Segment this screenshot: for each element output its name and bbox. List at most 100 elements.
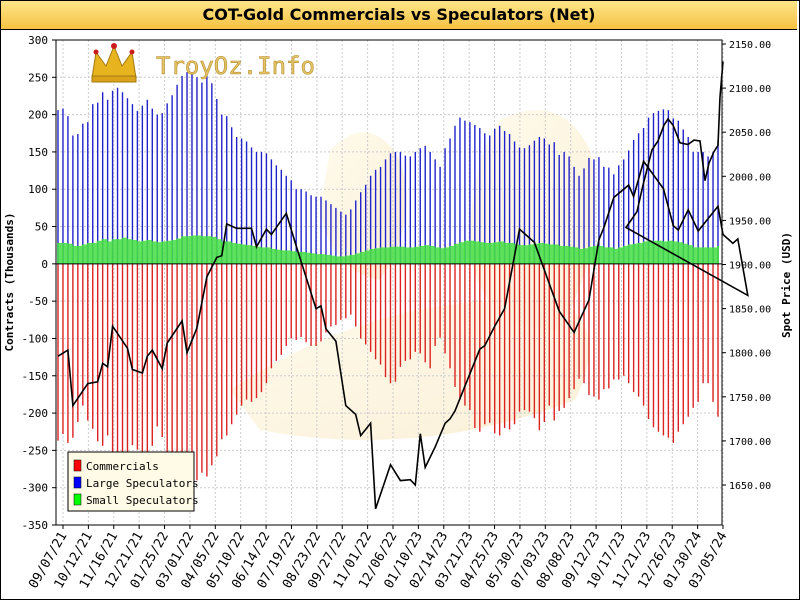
bar-small-speculators xyxy=(543,243,550,264)
y-tick-label-right: 2100.00 xyxy=(729,84,771,95)
bar-small-speculators xyxy=(558,245,565,264)
bar-small-speculators xyxy=(493,242,500,264)
y-tick-label-left: -250 xyxy=(22,444,49,457)
bar-small-speculators xyxy=(171,239,178,264)
bar-small-speculators xyxy=(116,239,123,264)
bar-small-speculators xyxy=(419,245,426,264)
title-bar: COT-Gold Commercials vs Speculators (Net… xyxy=(1,1,797,30)
bar-small-speculators xyxy=(682,243,689,264)
bar-small-speculators xyxy=(111,239,118,264)
bar-small-speculators xyxy=(389,246,396,264)
y-tick-label-right: 1650.00 xyxy=(729,481,771,492)
bar-small-speculators xyxy=(672,241,679,264)
y-tick-label-right: 2000.00 xyxy=(729,172,771,183)
bar-small-speculators xyxy=(96,240,103,264)
bar-small-speculators xyxy=(647,240,654,264)
legend-label: Large Speculators xyxy=(86,477,199,490)
bar-small-speculators xyxy=(76,245,83,264)
bar-small-speculators xyxy=(409,247,416,264)
bar-small-speculators xyxy=(349,254,356,264)
bar-small-speculators xyxy=(384,247,391,264)
chart-title: COT-Gold Commercials vs Speculators (Net… xyxy=(202,5,596,24)
bar-small-speculators xyxy=(642,241,649,264)
y-tick-label-right: 2150.00 xyxy=(729,40,771,51)
bar-small-speculators xyxy=(652,240,659,264)
legend-swatch xyxy=(73,459,82,472)
y-tick-label-right: 1750.00 xyxy=(729,393,771,404)
bar-small-speculators xyxy=(612,248,619,264)
bar-small-speculators xyxy=(186,236,192,264)
bar-small-speculators xyxy=(453,243,460,264)
bar-small-speculators xyxy=(86,242,93,264)
y-tick-label-left: 150 xyxy=(28,146,48,159)
bar-small-speculators xyxy=(677,242,684,264)
bar-small-speculators xyxy=(295,251,302,264)
bar-small-speculators xyxy=(280,250,287,264)
y-tick-label-left: 200 xyxy=(28,109,48,122)
bar-small-speculators xyxy=(404,247,411,264)
y-tick-label-right: 1850.00 xyxy=(729,305,771,316)
y-tick-label-left: 0 xyxy=(41,258,48,271)
y-tick-label-right: 1900.00 xyxy=(729,261,771,272)
bar-small-speculators xyxy=(324,254,331,264)
bar-small-speculators xyxy=(662,241,669,264)
bar-small-speculators xyxy=(488,242,495,264)
y-tick-label-left: 50 xyxy=(35,221,48,234)
bar-small-speculators xyxy=(533,243,540,264)
y-tick-label-left: -300 xyxy=(22,482,49,495)
bar-small-speculators xyxy=(587,246,594,264)
bar-small-speculators xyxy=(473,241,480,264)
bar-small-speculators xyxy=(215,239,222,264)
bar-small-speculators xyxy=(717,245,719,264)
legend-label: Small Speculators xyxy=(86,494,199,507)
bar-small-speculators xyxy=(126,239,133,264)
bar-small-speculators xyxy=(712,247,718,264)
price-line-layer xyxy=(57,61,749,510)
bar-small-speculators xyxy=(687,245,694,264)
bar-small-speculators xyxy=(434,247,441,264)
bar-small-speculators xyxy=(235,243,242,264)
bar-small-speculators xyxy=(444,247,451,264)
bar-small-speculators xyxy=(458,242,465,264)
bar-small-speculators xyxy=(364,250,371,264)
bar-small-speculators xyxy=(290,251,297,264)
bars-layer xyxy=(57,72,719,484)
bar-small-speculators xyxy=(538,242,545,264)
bar-small-speculators xyxy=(553,244,560,264)
bar-small-speculators xyxy=(637,242,644,264)
bar-small-speculators xyxy=(622,245,629,264)
legend-swatch xyxy=(73,476,82,489)
bar-small-speculators xyxy=(81,244,88,264)
bar-small-speculators xyxy=(374,248,381,264)
bar-small-speculators xyxy=(508,242,515,264)
bar-small-speculators xyxy=(329,255,336,264)
troyoz-logo: TroyOz.Info xyxy=(91,43,315,83)
bar-small-speculators xyxy=(181,236,188,264)
bar-small-speculators xyxy=(503,242,510,264)
bar-small-speculators xyxy=(161,241,168,264)
plot-frame xyxy=(55,39,723,526)
bar-small-speculators xyxy=(399,246,406,264)
bar-small-speculators xyxy=(334,256,341,264)
bar-small-speculators xyxy=(225,241,232,264)
bar-small-speculators xyxy=(136,241,143,264)
y-tick-label-right: 1800.00 xyxy=(729,349,771,360)
bar-small-speculators xyxy=(518,245,525,264)
bar-small-speculators xyxy=(240,244,247,264)
bar-small-speculators xyxy=(563,245,570,264)
bar-small-speculators xyxy=(528,244,535,264)
bar-small-speculators xyxy=(478,242,485,264)
bar-small-speculators xyxy=(205,236,212,264)
bar-small-speculators xyxy=(627,244,634,264)
bar-small-speculators xyxy=(449,245,455,264)
bar-small-speculators xyxy=(250,245,257,264)
crown-icon xyxy=(91,43,137,83)
logo-text: TroyOz.Info xyxy=(156,52,315,80)
bar-small-speculators xyxy=(270,248,277,264)
y-axis-title-right: Spot Price (USD) xyxy=(780,232,793,338)
bar-small-speculators xyxy=(394,246,401,264)
bar-small-speculators xyxy=(285,250,292,264)
bar-small-speculators xyxy=(697,247,704,264)
bar-small-speculators xyxy=(424,245,431,264)
bar-small-speculators xyxy=(463,240,470,264)
